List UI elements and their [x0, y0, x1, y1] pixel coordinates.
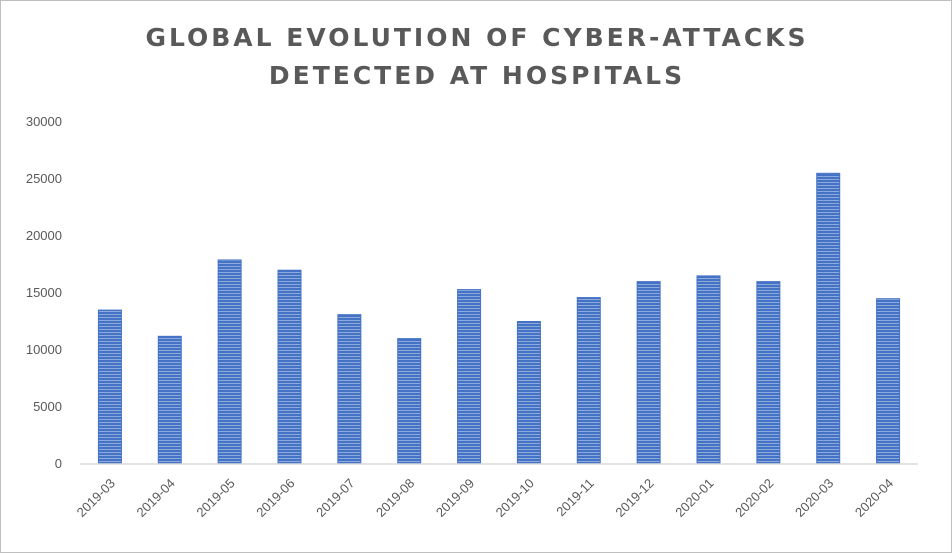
bar-2019-06 [277, 269, 302, 465]
y-tick-label: 25000 [26, 171, 62, 186]
bar-2019-05 [217, 259, 242, 465]
chart-title: GLOBAL EVOLUTION OF CYBER-ATTACKS DETECT… [1, 19, 952, 95]
y-axis-tick-labels: 0 5000 10000 15000 20000 25000 30000 [26, 114, 62, 471]
bar-2019-07 [337, 314, 362, 465]
x-tick-label: 2019-06 [253, 476, 297, 520]
x-tick-label: 2019-12 [612, 476, 656, 520]
x-tick-label: 2019-03 [74, 476, 118, 520]
x-tick-label: 2019-10 [493, 476, 537, 520]
bars [97, 172, 901, 465]
bar-2019-03 [97, 309, 122, 465]
x-tick-label: 2019-09 [433, 476, 477, 520]
bar-2020-01 [696, 275, 721, 465]
x-tick-label: 2019-08 [373, 476, 417, 520]
bar-2020-02 [756, 281, 781, 465]
bar-2019-11 [576, 297, 601, 465]
bar-2019-04 [157, 335, 182, 465]
chart-title-line-1: GLOBAL EVOLUTION OF CYBER-ATTACKS [145, 23, 809, 52]
x-tick-label: 2019-07 [313, 476, 357, 520]
x-tick-label: 2020-04 [852, 476, 896, 520]
y-tick-label: 15000 [26, 285, 62, 300]
x-tick-label: 2020-03 [792, 476, 836, 520]
x-axis-tick-labels: 2019-03 2019-04 2019-05 2019-06 2019-07 2019-… [74, 476, 896, 520]
x-tick-label: 2019-05 [193, 476, 237, 520]
bar-2019-10 [516, 321, 541, 465]
bar-2020-04 [876, 298, 901, 465]
chart-title-line-2: DETECTED AT HOSPITALS [268, 61, 686, 90]
x-tick-label: 2019-04 [134, 476, 178, 520]
bar-2019-08 [397, 338, 422, 465]
bar-2019-09 [457, 289, 482, 465]
bar-2019-12 [636, 281, 661, 465]
x-tick-label: 2020-02 [732, 476, 776, 520]
y-tick-label: 10000 [26, 342, 62, 357]
x-tick-label: 2019-11 [553, 476, 597, 520]
y-tick-label: 30000 [26, 114, 62, 129]
bar-2020-03 [816, 172, 841, 465]
y-tick-label: 20000 [26, 228, 62, 243]
x-tick-label: 2020-01 [672, 476, 716, 520]
y-tick-label: 5000 [33, 399, 62, 414]
y-tick-label: 0 [55, 456, 62, 471]
